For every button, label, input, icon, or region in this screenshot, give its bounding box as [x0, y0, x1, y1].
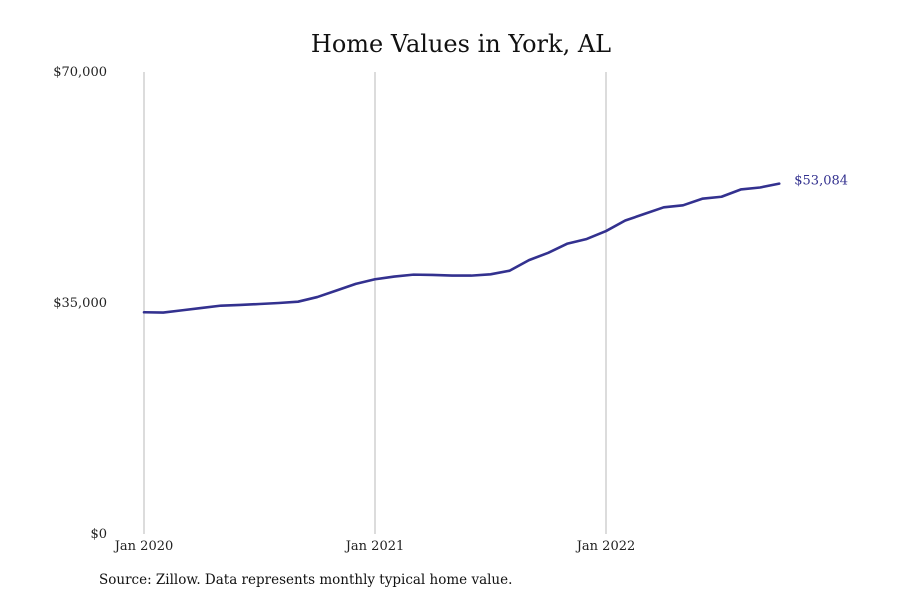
- x-tick-label-1: Jan 2021: [344, 539, 405, 554]
- y-axis: $0 $35,000 $70,000: [53, 65, 107, 542]
- source-note: Source: Zillow. Data represents monthly …: [99, 572, 513, 588]
- y-tick-label-2: $70,000: [53, 65, 107, 80]
- y-tick-label-0: $0: [90, 527, 107, 542]
- series-end-label-0: $53,084: [794, 174, 848, 189]
- x-axis: Jan 2020 Jan 2021 Jan 2022: [113, 539, 636, 554]
- y-tick-label-1: $35,000: [53, 296, 107, 311]
- series-layer: $53,084: [142, 174, 848, 314]
- series-line-0: [142, 182, 781, 314]
- x-tick-label-2: Jan 2022: [575, 539, 636, 554]
- chart-title: Home Values in York, AL: [311, 30, 611, 58]
- grid-layer: [143, 72, 607, 534]
- x-tick-label-0: Jan 2020: [113, 539, 174, 554]
